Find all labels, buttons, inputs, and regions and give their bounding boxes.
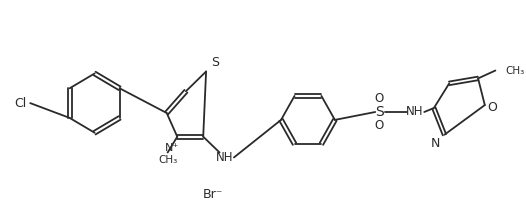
Text: NH: NH xyxy=(216,151,233,164)
Text: O: O xyxy=(375,119,383,132)
Text: O: O xyxy=(375,92,383,105)
Text: S: S xyxy=(375,105,383,119)
Text: Br⁻: Br⁻ xyxy=(203,188,223,201)
Text: CH₃: CH₃ xyxy=(158,155,177,165)
Text: N: N xyxy=(431,137,440,150)
Text: S: S xyxy=(211,56,219,69)
Text: O: O xyxy=(488,101,498,114)
Text: CH₃: CH₃ xyxy=(505,66,524,76)
Text: NH: NH xyxy=(406,105,423,118)
Text: N⁺: N⁺ xyxy=(165,142,179,153)
Text: Cl: Cl xyxy=(15,97,27,110)
